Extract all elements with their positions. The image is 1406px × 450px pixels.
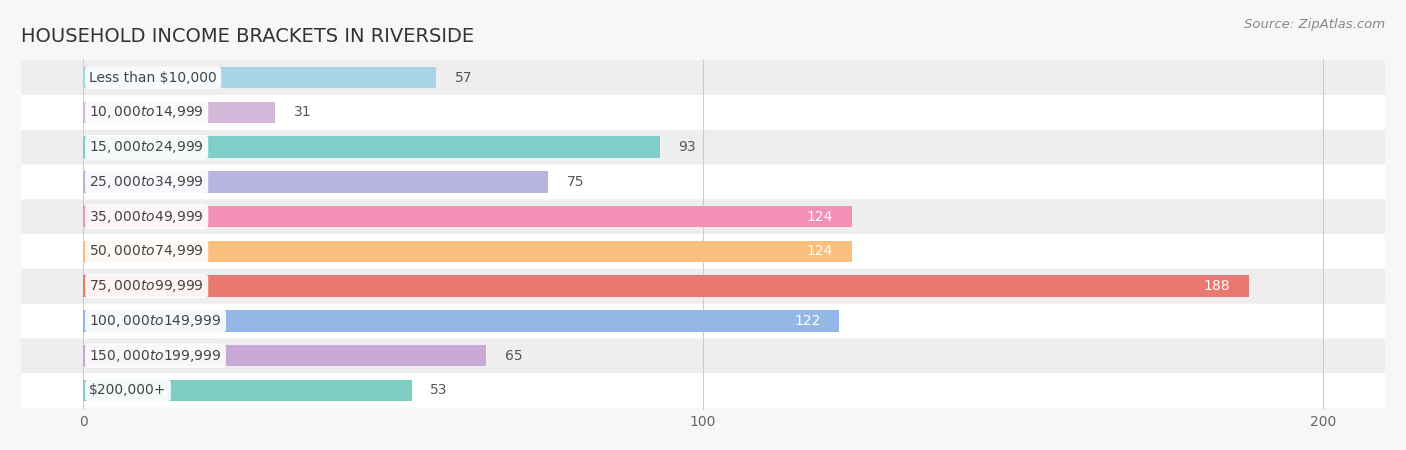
FancyBboxPatch shape [21, 130, 1385, 165]
Text: 124: 124 [807, 244, 834, 258]
FancyBboxPatch shape [21, 199, 1385, 234]
Text: $35,000 to $49,999: $35,000 to $49,999 [90, 209, 204, 225]
Text: 124: 124 [807, 210, 834, 224]
FancyBboxPatch shape [21, 165, 1385, 199]
Text: 122: 122 [794, 314, 821, 328]
Text: 57: 57 [456, 71, 472, 85]
FancyBboxPatch shape [21, 60, 1385, 95]
Text: HOUSEHOLD INCOME BRACKETS IN RIVERSIDE: HOUSEHOLD INCOME BRACKETS IN RIVERSIDE [21, 27, 474, 46]
Text: $10,000 to $14,999: $10,000 to $14,999 [90, 104, 204, 120]
Bar [83, 241, 852, 262]
FancyBboxPatch shape [21, 373, 1385, 408]
Text: 188: 188 [1204, 279, 1230, 293]
Text: $15,000 to $24,999: $15,000 to $24,999 [90, 139, 204, 155]
Text: 93: 93 [678, 140, 696, 154]
Bar [83, 136, 659, 158]
Text: $25,000 to $34,999: $25,000 to $34,999 [90, 174, 204, 190]
FancyBboxPatch shape [21, 95, 1385, 130]
FancyBboxPatch shape [21, 303, 1385, 338]
Text: Source: ZipAtlas.com: Source: ZipAtlas.com [1244, 18, 1385, 31]
Text: 65: 65 [505, 349, 522, 363]
Text: $100,000 to $149,999: $100,000 to $149,999 [90, 313, 222, 329]
FancyBboxPatch shape [21, 338, 1385, 373]
Bar [83, 171, 548, 193]
Bar [83, 345, 486, 366]
Bar [83, 275, 1249, 297]
Text: 31: 31 [294, 105, 312, 119]
Text: 53: 53 [430, 383, 447, 397]
Bar [83, 102, 276, 123]
Text: $150,000 to $199,999: $150,000 to $199,999 [90, 348, 222, 364]
Text: $200,000+: $200,000+ [90, 383, 167, 397]
Text: $50,000 to $74,999: $50,000 to $74,999 [90, 243, 204, 259]
Bar [83, 310, 839, 332]
Bar [83, 380, 412, 401]
FancyBboxPatch shape [21, 234, 1385, 269]
Text: 75: 75 [567, 175, 583, 189]
Bar [83, 67, 436, 88]
FancyBboxPatch shape [21, 269, 1385, 303]
Text: $75,000 to $99,999: $75,000 to $99,999 [90, 278, 204, 294]
Bar [83, 206, 852, 227]
Text: Less than $10,000: Less than $10,000 [90, 71, 217, 85]
